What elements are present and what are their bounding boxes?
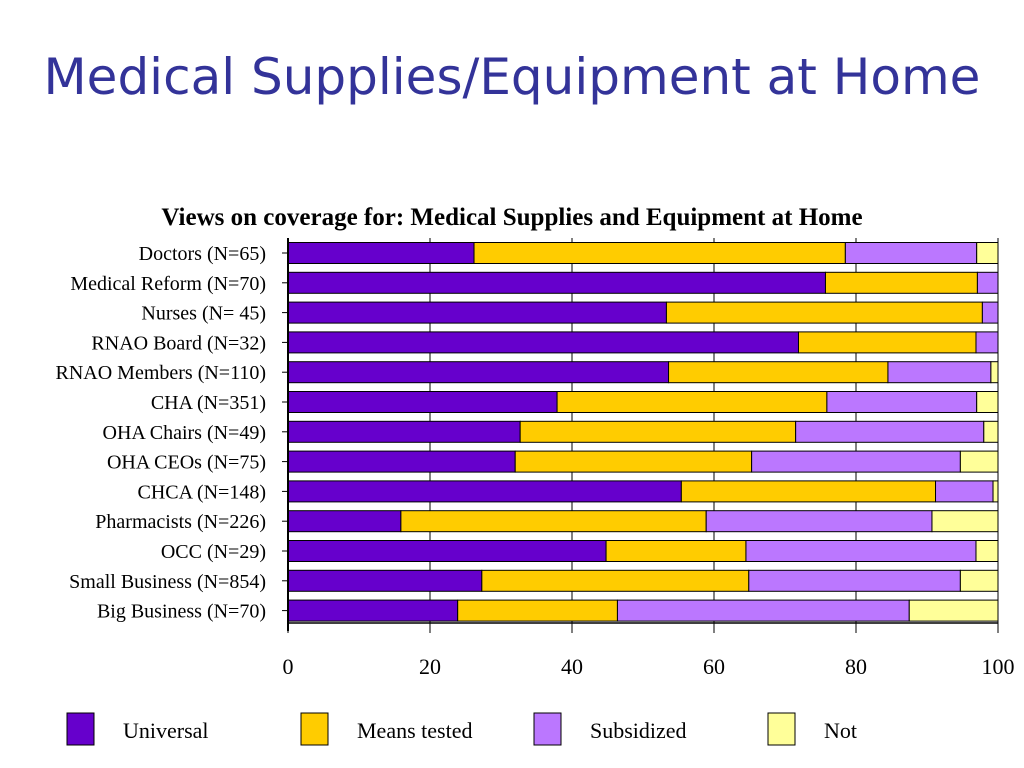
- bar-means-tested-2: [824, 271, 978, 294]
- category-label: OHA Chairs (N=49): [103, 422, 267, 444]
- x-tick-label: 100: [982, 654, 1015, 679]
- category-label: RNAO Members (N=110): [55, 362, 266, 384]
- bar-subsidized-10: [705, 510, 933, 533]
- bar-universal-5: [287, 361, 670, 384]
- bar-means-tested-8: [514, 450, 753, 473]
- bar-universal-6: [287, 391, 558, 413]
- bar-means-tested-13: [457, 599, 618, 622]
- x-tick-label: 0: [283, 654, 294, 679]
- bar-universal-13: [287, 599, 459, 622]
- bar-universal-1: [287, 242, 475, 264]
- bar-universal-10: [287, 510, 402, 533]
- category-label: Medical Reform (N=70): [70, 273, 266, 295]
- bar-means-tested-6: [556, 391, 828, 413]
- bars: [287, 242, 999, 622]
- category-label: Nurses (N= 45): [141, 303, 266, 325]
- bar-not-8: [959, 450, 999, 473]
- bar-not-10: [931, 510, 999, 533]
- legend-label: Universal: [123, 718, 209, 743]
- category-label: Doctors (N=65): [139, 243, 266, 265]
- legend-label: Not: [824, 718, 857, 743]
- bar-subsidized-13: [616, 599, 910, 622]
- bar-subsidized-3: [981, 301, 999, 324]
- bar-means-tested-5: [668, 361, 889, 384]
- bar-not-13: [908, 599, 999, 622]
- x-tick-label: 20: [419, 654, 441, 679]
- bar-subsidized-5: [887, 361, 992, 384]
- legend: Universal Means tested Subsidized Not: [66, 712, 857, 746]
- chart-title: Views on coverage for: Medical Supplies …: [161, 204, 862, 231]
- category-label: OHA CEOs (N=75): [107, 452, 266, 474]
- bar-not-1: [976, 242, 999, 264]
- legend-swatch-not: [767, 712, 796, 746]
- bar-subsidized-2: [976, 271, 999, 294]
- bar-not-9: [992, 480, 999, 503]
- bar-universal-12: [287, 569, 483, 592]
- legend-swatch-universal: [66, 712, 95, 746]
- bar-not-12: [959, 569, 999, 592]
- x-tick-label: 60: [703, 654, 725, 679]
- x-tick-label: 40: [561, 654, 583, 679]
- bar-means-tested-3: [665, 301, 983, 324]
- bar-not-5: [990, 361, 999, 384]
- bar-universal-11: [287, 540, 607, 562]
- bar-subsidized-12: [748, 569, 961, 592]
- category-label: RNAO Board (N=32): [91, 332, 266, 354]
- category-label: Small Business (N=854): [69, 571, 266, 593]
- bar-universal-7: [287, 420, 521, 443]
- bar-means-tested-10: [400, 510, 707, 533]
- x-tick-label: 80: [845, 654, 867, 679]
- category-label: OCC (N=29): [161, 541, 266, 563]
- bar-universal-9: [287, 480, 682, 503]
- slide-title: Medical Supplies/Equipment at Home: [43, 48, 981, 106]
- bar-subsidized-6: [826, 391, 978, 413]
- legend-swatch-means-tested: [300, 712, 329, 746]
- legend-label: Subsidized: [590, 718, 687, 743]
- category-label: CHCA (N=148): [137, 481, 266, 503]
- bar-subsidized-9: [935, 480, 994, 503]
- bar-not-6: [976, 391, 999, 413]
- bar-subsidized-11: [745, 540, 977, 562]
- bar-universal-8: [287, 450, 516, 473]
- legend-swatch-subsidized: [533, 712, 562, 746]
- category-label: Pharmacists (N=226): [95, 511, 266, 533]
- bar-universal-2: [287, 271, 826, 294]
- bar-not-11: [975, 540, 999, 562]
- bar-subsidized-7: [795, 420, 985, 443]
- bar-subsidized-4: [975, 331, 999, 354]
- bar-means-tested-1: [473, 242, 846, 264]
- bar-means-tested-4: [797, 331, 977, 354]
- bar-universal-3: [287, 301, 667, 324]
- bar-universal-4: [287, 331, 799, 354]
- bar-means-tested-12: [481, 569, 750, 592]
- bar-means-tested-7: [519, 420, 797, 443]
- bar-means-tested-9: [680, 480, 937, 503]
- legend-label: Means tested: [357, 718, 472, 743]
- category-label: CHA (N=351): [151, 392, 266, 414]
- bar-subsidized-8: [751, 450, 961, 473]
- bar-subsidized-1: [844, 242, 978, 264]
- category-label: Big Business (N=70): [97, 601, 266, 623]
- axes: Doctors (N=65) Medical Reform (N=70) Nurse…: [55, 238, 1015, 679]
- bar-means-tested-11: [605, 540, 747, 562]
- bar-not-7: [983, 420, 999, 443]
